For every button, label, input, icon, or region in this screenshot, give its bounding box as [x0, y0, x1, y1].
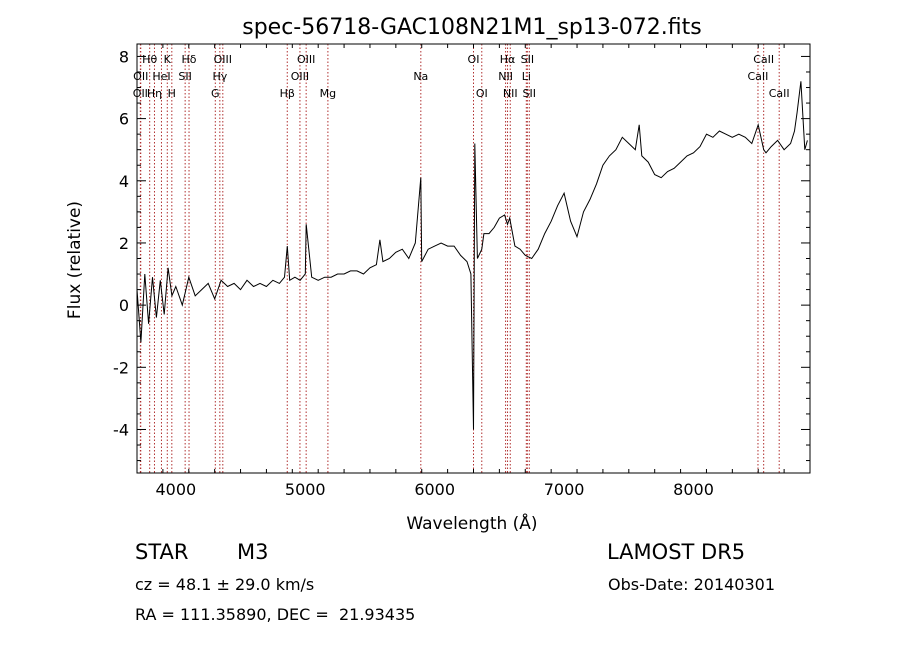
marker-label: Li [522, 70, 531, 83]
x-axis-label: Wavelength (Å) [406, 512, 537, 534]
emission-line-markers [139, 44, 780, 473]
spectrum-line [136, 81, 808, 430]
marker-label: K [164, 53, 172, 66]
marker-label: H [168, 87, 176, 100]
x-tick-label: 5000 [285, 480, 326, 499]
marker-label: OIII [291, 70, 309, 83]
marker-label: Na [413, 70, 428, 83]
x-tick-label: 8000 [673, 480, 714, 499]
marker-label: OII [133, 87, 148, 100]
object-subclass: M3 [237, 540, 269, 564]
marker-label: CaII [753, 53, 774, 66]
x-tick-label: 4000 [155, 480, 196, 499]
marker-label: Hα [500, 53, 516, 66]
marker-label: OI [476, 87, 488, 100]
chart-title: spec-56718-GAC108N21M1_sp13-072.fits [242, 15, 702, 40]
y-tick-label: 0 [119, 296, 129, 315]
marker-label: OIII [297, 53, 315, 66]
emission-line-labels: OIIOIIHθHηHeIKHSIIHδGHγOIIIHβOIIIOIIIMgN… [133, 53, 790, 100]
y-tick-label: -4 [113, 420, 129, 439]
marker-label: SII [523, 87, 536, 100]
marker-label: SII [178, 70, 191, 83]
marker-label: G [211, 87, 220, 100]
marker-label: CaII [769, 87, 790, 100]
marker-label: Hγ [212, 70, 227, 83]
y-tick-label: 8 [119, 47, 129, 66]
coordinates: RA = 111.35890, DEC = 21.93435 [135, 605, 416, 624]
obs-date: Obs-Date: 20140301 [608, 575, 776, 594]
y-tick-label: 6 [119, 110, 129, 129]
marker-label: OIII [214, 53, 232, 66]
y-axis-label: Flux (relative) [65, 201, 85, 319]
marker-label: OI [468, 53, 480, 66]
object-class: STAR [135, 540, 189, 564]
marker-label: CaII [748, 70, 769, 83]
marker-label: NII [503, 87, 518, 100]
y-axis: -4 -2 0 2 4 6 8 [113, 47, 810, 462]
marker-label: Hβ [280, 87, 295, 100]
y-tick-label: 2 [119, 234, 129, 253]
x-axis: 4000 5000 6000 7000 8000 [136, 44, 811, 499]
marker-label: Hη [147, 87, 162, 100]
x-tick-label: 7000 [544, 480, 585, 499]
y-tick-label: 4 [119, 172, 129, 191]
survey-name: LAMOST DR5 [607, 540, 746, 564]
marker-label: NII [498, 70, 513, 83]
marker-label: SII [521, 53, 534, 66]
marker-label: HeI [152, 70, 170, 83]
marker-label: Hδ [182, 53, 197, 66]
y-tick-label: -2 [113, 358, 129, 377]
marker-label: Hθ [142, 53, 157, 66]
x-tick-label: 6000 [414, 480, 455, 499]
marker-label: Mg [320, 87, 336, 100]
redshift-readout: cz = 48.1 ± 29.0 km/s [135, 575, 315, 594]
